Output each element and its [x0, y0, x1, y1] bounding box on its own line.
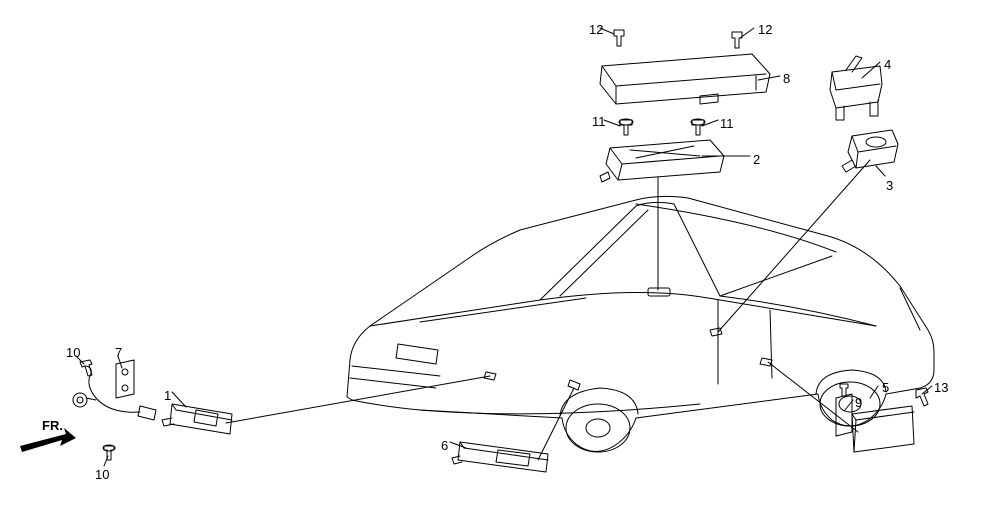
car-outline — [347, 196, 934, 452]
part-6-unit — [452, 442, 548, 472]
callout-12: 12 — [589, 22, 603, 37]
parts-diagram — [0, 0, 1008, 507]
callout-12: 12 — [758, 22, 772, 37]
bolt-11-right — [691, 119, 705, 135]
callout-9: 9 — [855, 395, 862, 410]
callout-2: 2 — [753, 152, 760, 167]
bolt-11-left — [619, 119, 633, 135]
callout-10: 10 — [95, 467, 109, 482]
part-3-relay — [842, 130, 898, 172]
part-1-sensor — [73, 366, 232, 434]
leader-lines — [76, 28, 932, 466]
part-8-cover — [600, 54, 770, 104]
callout-4: 4 — [884, 57, 891, 72]
part-4-bracket — [830, 56, 882, 120]
bolt-10-lower — [103, 445, 115, 460]
callout-13: 13 — [934, 380, 948, 395]
callout-5: 5 — [882, 380, 889, 395]
callout-8: 8 — [783, 71, 790, 86]
callout-7: 7 — [115, 345, 122, 360]
callout-6: 6 — [441, 438, 448, 453]
part-7-bracket — [116, 360, 134, 398]
part-2-control-unit — [600, 140, 724, 182]
callout-3: 3 — [886, 178, 893, 193]
callout-10: 10 — [66, 345, 80, 360]
callout-11: 11 — [592, 114, 606, 129]
bolt-12-right — [732, 32, 742, 48]
callout-11: 11 — [720, 116, 734, 131]
bolt-12-left — [614, 30, 624, 46]
callout-1: 1 — [164, 388, 171, 403]
association-lines — [226, 160, 870, 460]
front-indicator-label: FR. — [42, 418, 63, 433]
